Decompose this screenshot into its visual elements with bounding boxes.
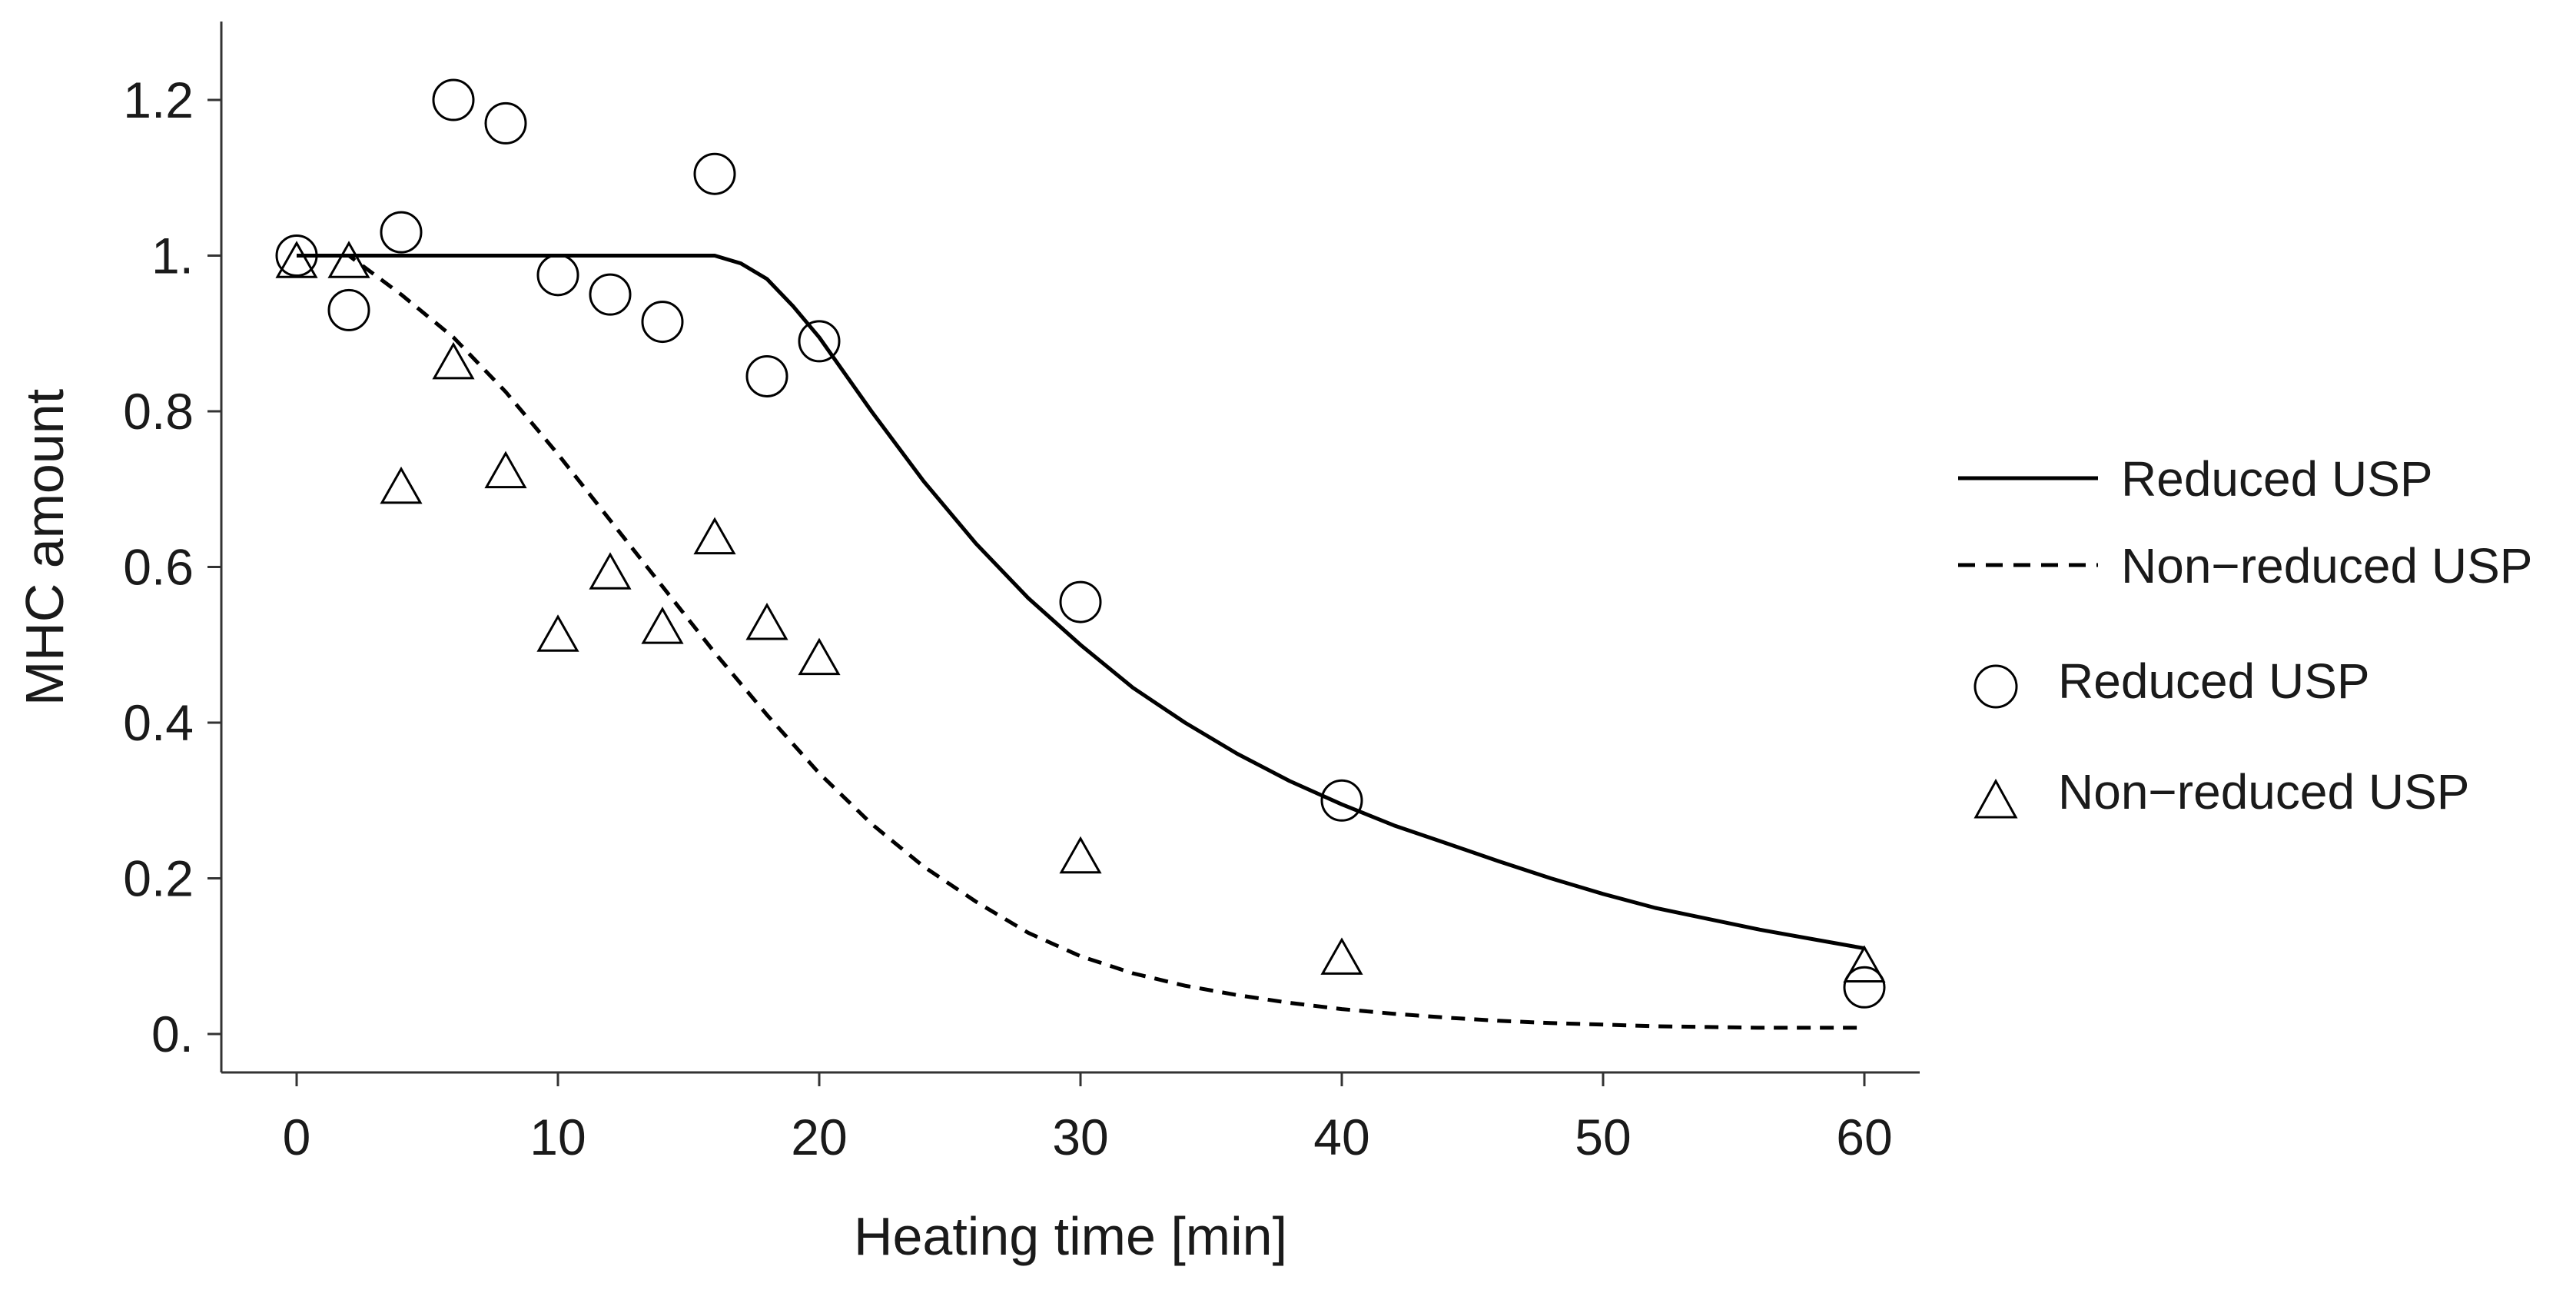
legend: Reduced USP Non−reduced USP Reduced USP … (1958, 451, 2532, 820)
reduced-data-point (484, 101, 527, 145)
x-tick-label: 60 (1836, 1109, 1892, 1165)
y-tick-label: 1.2 (123, 71, 194, 128)
reduced-data-point (589, 273, 632, 316)
y-axis-title: MHC amount (15, 389, 75, 706)
x-tick-label: 50 (1575, 1109, 1631, 1165)
nonreduced-data-point (432, 341, 475, 380)
nonreduced-data-point (641, 607, 684, 644)
reduced-data-point (1320, 779, 1363, 822)
nonreduced-data-point (327, 241, 370, 278)
reduced-data-point (798, 320, 841, 363)
reduced-data-point (693, 152, 736, 195)
legend-label-nonreduced-line: Non−reduced USP (2121, 538, 2532, 593)
y-tick-label: 0.4 (123, 694, 194, 751)
nonreduced-fit-line (297, 254, 1864, 1030)
reduced-data-point (380, 211, 423, 254)
nonreduced-data-point (380, 466, 423, 504)
y-tick-label: 0.8 (123, 383, 194, 440)
reduced-data-point (641, 301, 684, 344)
reduced-data-point (275, 234, 318, 277)
reduced-data-point (432, 78, 475, 121)
y-tick-label: 0.2 (123, 850, 194, 907)
x-tick-label: 40 (1313, 1109, 1369, 1165)
nonreduced-data-point (1059, 836, 1102, 874)
legend-label-nonreduced-points: Non−reduced USP (2058, 764, 2469, 820)
legend-label-reduced-points: Reduced USP (2058, 653, 2370, 709)
nonreduced-data-point (275, 241, 318, 278)
fit-lines (297, 254, 1865, 1030)
reduced-fit-line (297, 254, 1865, 951)
axes (220, 22, 1920, 1074)
reduced-data-point (327, 288, 370, 331)
y-ticks: 0. 0.2 0.4 0.6 0.8 1. 1.2 (123, 71, 221, 1062)
legend-label-reduced-line: Reduced USP (2121, 451, 2433, 507)
nonreduced-data-point (693, 517, 736, 555)
reduced-data-point (1843, 966, 1886, 1009)
y-tick-label: 1. (151, 228, 194, 284)
nonreduced-data-point (536, 614, 579, 652)
nonreduced-data-point (798, 637, 841, 676)
reduced-data-point (536, 254, 579, 297)
y-tick-label: 0. (151, 1006, 194, 1062)
nonreduced-data-point (1843, 945, 1886, 983)
legend-circle-symbol (1973, 664, 2018, 709)
reduced-data-point (1059, 580, 1102, 623)
x-axis-title: Heating time [min] (854, 1206, 1287, 1266)
y-tick-label: 0.6 (123, 539, 194, 596)
nonreduced-data-point (484, 451, 527, 489)
x-tick-label: 10 (529, 1109, 586, 1165)
x-tick-label: 30 (1052, 1109, 1108, 1165)
x-tick-label: 0 (283, 1109, 311, 1165)
legend-triangle-symbol (1973, 778, 2018, 819)
x-ticks: 0 10 20 30 40 50 60 (283, 1072, 1893, 1165)
x-tick-label: 20 (791, 1109, 847, 1165)
nonreduced-data-point (745, 603, 788, 640)
nonreduced-data-point (1320, 937, 1363, 975)
nonreduced-data-point (589, 552, 632, 590)
data-points (275, 78, 1886, 1009)
reduced-data-point (745, 354, 788, 397)
